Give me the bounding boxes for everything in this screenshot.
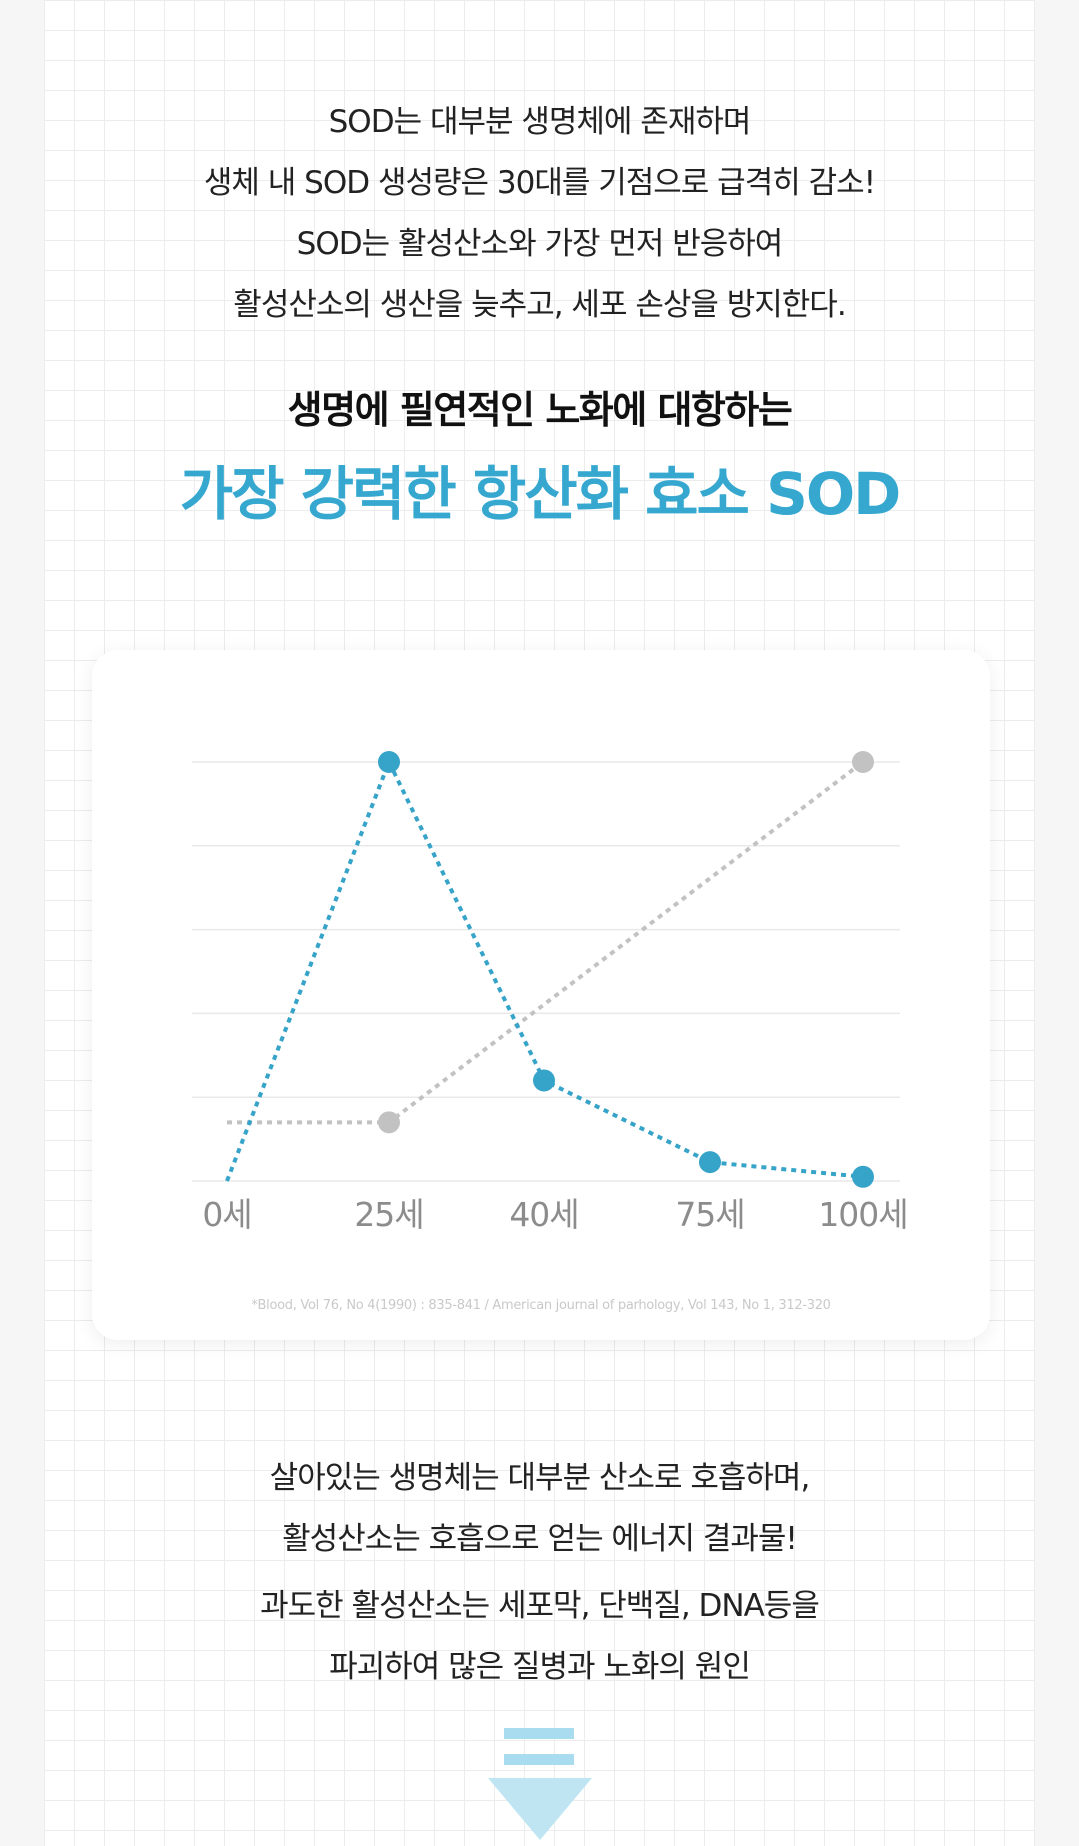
- outro-text: 살아있는 생명체는 대부분 산소로 호흡하며, 활성산소는 호흡으로 얻는 에너…: [0, 1448, 1079, 1698]
- gray-data-point: [852, 751, 874, 773]
- x-tick-label: 75세: [675, 1195, 744, 1234]
- series-line-gray: [227, 760, 865, 1125]
- blue-data-point: [533, 1069, 555, 1092]
- intro-line: SOD는 대부분 생명체에 존재하며: [328, 104, 752, 140]
- outro-line: 과도한 활성산소는 세포막, 단백질, DNA등을: [260, 1588, 820, 1624]
- outro-line: 활성산소는 호흡으로 얻는 에너지 결과물!: [282, 1521, 798, 1557]
- headline: 생명에 필연적인 노화에 대항하는: [287, 388, 793, 432]
- intro-line: 생체 내 SOD 생성량은 30대를 기점으로 급격히 감소!: [203, 165, 876, 201]
- blue-data-point: [852, 1165, 874, 1188]
- x-tick-label: 25세: [354, 1195, 423, 1234]
- gray-data-point: [378, 1111, 400, 1134]
- arrow-bar: [504, 1728, 574, 1739]
- x-tick-label: 100세: [818, 1195, 907, 1234]
- arrow-head: [488, 1778, 592, 1840]
- blue-data-point: [699, 1151, 721, 1174]
- sod-line-chart: 0세 25세 40세 75세 100세: [192, 751, 909, 1234]
- arrow-bar: [504, 1754, 574, 1765]
- outro-line: 살아있는 생명체는 대부분 산소로 호흡하며,: [269, 1460, 811, 1496]
- chart-source: *Blood, Vol 76, No 4(1990) : 835-841 / A…: [251, 1298, 831, 1313]
- series-line-blue: [225, 756, 864, 1182]
- chart-card: 0세 25세 40세 75세 100세 *Blood, Vol 76, No 4(199…: [92, 650, 990, 1340]
- blue-data-point: [378, 751, 400, 773]
- x-tick-label: 0세: [202, 1195, 251, 1234]
- intro-line: 활성산소의 생산을 늦추고, 세포 손상을 방지한다.: [233, 287, 846, 323]
- outro-line: 파괴하여 많은 질병과 노화의 원인: [329, 1649, 751, 1685]
- x-tick-label: 40세: [509, 1195, 578, 1234]
- highlight-title: 가장 강력한 항산화 효소 SOD: [179, 460, 902, 528]
- down-arrow-icon: [488, 1728, 592, 1840]
- intro-line: SOD는 활성산소와 가장 먼저 반응하여: [296, 226, 784, 262]
- intro-text: SOD는 대부분 생명체에 존재하며 생체 내 SOD 생성량은 30대를 기점…: [0, 92, 1079, 336]
